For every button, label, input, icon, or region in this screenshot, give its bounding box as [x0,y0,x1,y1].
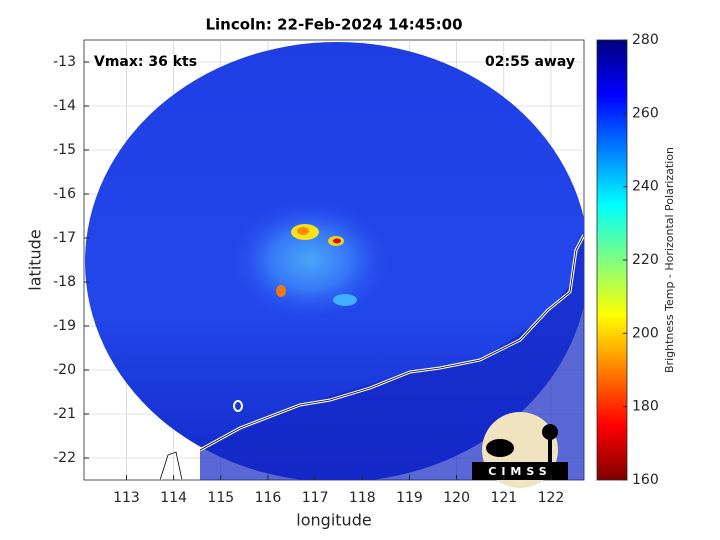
ocean-shade [200,230,584,480]
convection [276,285,286,297]
annotation: Vmax: 36 kts [94,54,197,70]
colorbar-tick-label: 220 [632,252,659,268]
x-tick-label: 117 [302,490,329,506]
colorbar-tick-label: 200 [632,325,659,341]
x-tick-label: 122 [538,490,565,506]
y-tick-label: -22 [53,450,76,466]
y-tick-label: -16 [53,186,76,202]
annotation: 02:55 away [485,54,575,70]
y-axis-label: latitude [26,229,45,290]
x-tick-label: 118 [349,490,376,506]
y-tick-label: -14 [53,98,76,114]
y-tick-label: -18 [53,274,76,290]
y-tick-label: -20 [53,362,76,378]
cloud-core [230,200,390,320]
x-tick-label: 114 [160,490,187,506]
logo: CIMSS [472,412,568,488]
x-axis-label: longitude [296,511,371,530]
convection [333,294,357,306]
colorbar-tick-label: 240 [632,179,659,195]
colorbar-tick-label: 260 [632,105,659,121]
image [85,42,584,480]
x-tick-label: 121 [490,490,517,506]
colorbar-label: Brightness Temp - Horizontal Polarizatio… [663,147,676,373]
coastline [159,234,584,480]
island [233,400,243,412]
logo-text: CIMSS [488,465,551,478]
colorbar-tick-label: 280 [632,32,659,48]
y-tick-label: -21 [53,406,76,422]
x-tick-label: 116 [255,490,282,506]
x-tick-label: 120 [443,490,470,506]
convection [297,227,309,235]
chart-title: Lincoln: 22-Feb-2024 14:45:00 [205,16,462,34]
x-tick-label: 113 [113,490,140,506]
x-tick-label: 119 [396,490,423,506]
convection [333,238,341,244]
colorbar [596,39,628,481]
y-tick-label: -19 [53,318,76,334]
y-tick-label: -17 [53,230,76,246]
colorbar-tick-label: 180 [632,399,659,415]
y-tick-label: -15 [53,142,76,158]
colorbar-tick-label: 160 [632,472,659,488]
x-tick-label: 115 [207,490,234,506]
y-tick-label: -13 [53,54,76,70]
